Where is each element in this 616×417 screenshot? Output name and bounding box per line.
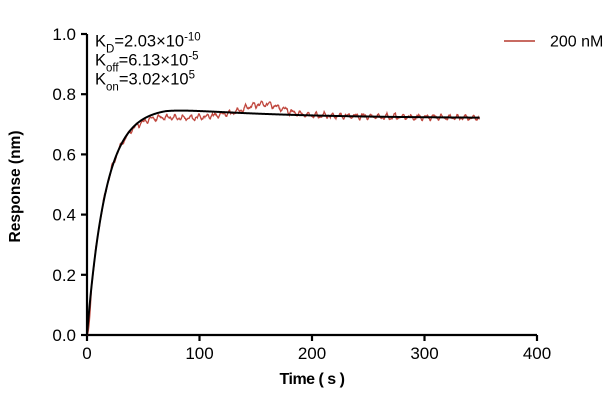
svg-text:200: 200 <box>298 344 326 363</box>
svg-text:0.0: 0.0 <box>52 326 76 345</box>
svg-text:1.0: 1.0 <box>52 25 76 44</box>
svg-text:300: 300 <box>410 344 438 363</box>
svg-text:Response (nm): Response (nm) <box>7 131 24 243</box>
svg-text:0.4: 0.4 <box>52 206 76 225</box>
svg-text:0.2: 0.2 <box>52 266 76 285</box>
svg-text:400: 400 <box>523 344 551 363</box>
svg-text:0.6: 0.6 <box>52 145 76 164</box>
svg-text:0.8: 0.8 <box>52 85 76 104</box>
svg-text:200 nM: 200 nM <box>550 34 603 51</box>
svg-text:0: 0 <box>82 344 91 363</box>
svg-text:Time ( s ): Time ( s ) <box>280 371 345 388</box>
svg-text:100: 100 <box>185 344 213 363</box>
